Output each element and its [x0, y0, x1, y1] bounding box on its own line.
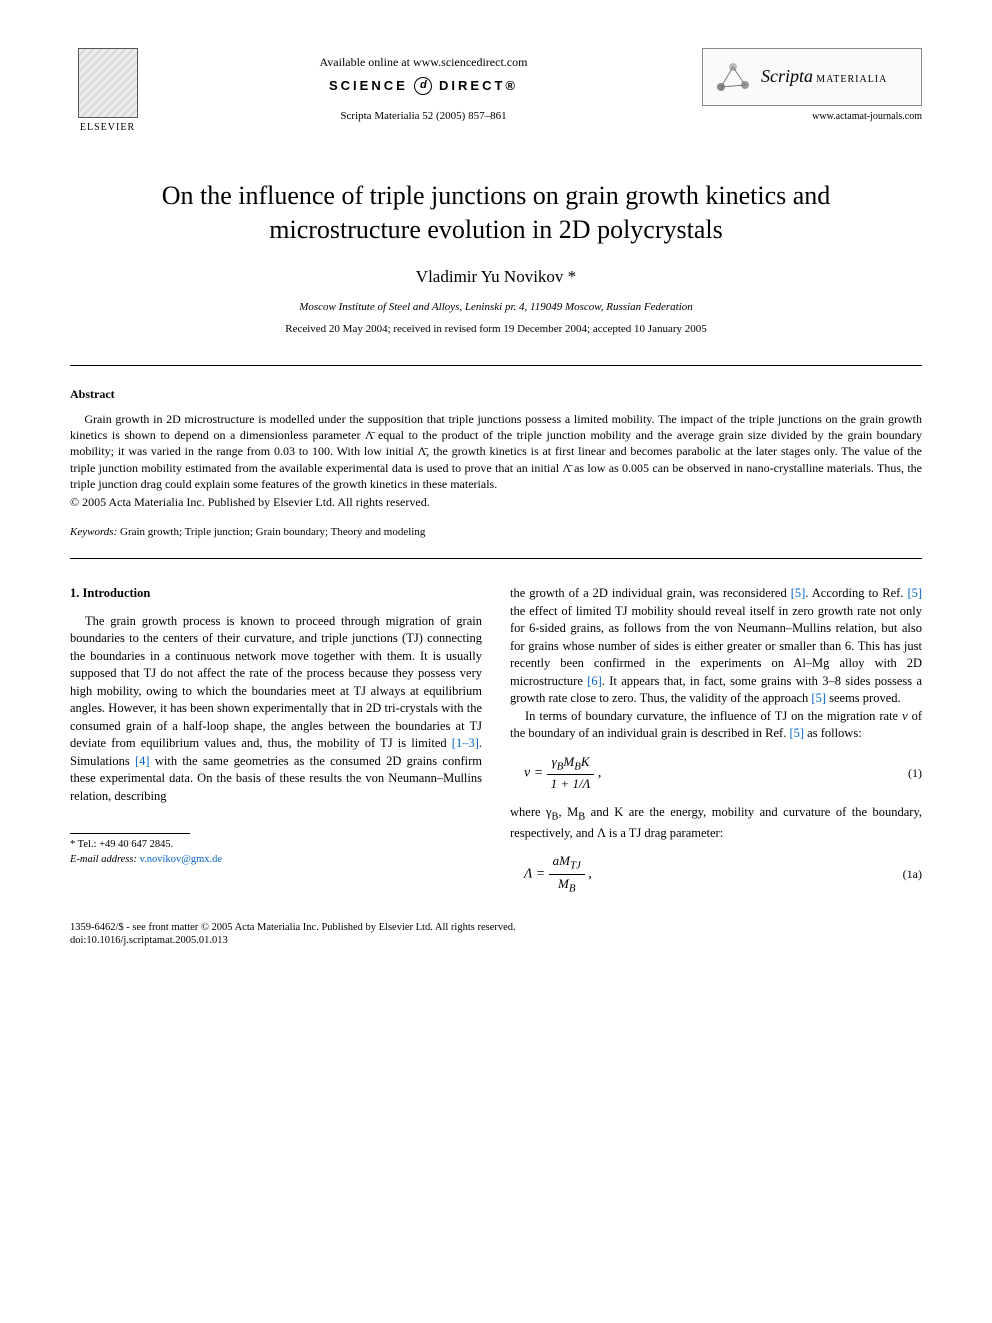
equation-1a-body: Λ = aMTJMB , [510, 852, 903, 897]
doi-line: doi:10.1016/j.scriptamat.2005.01.013 [70, 934, 922, 948]
journal-title: Scripta MATERIALIA [761, 64, 887, 89]
footnote-separator [70, 833, 190, 834]
front-matter-line: 1359-6462/$ - see front matter © 2005 Ac… [70, 921, 922, 935]
section-1-heading: 1. Introduction [70, 585, 482, 603]
left-column: 1. Introduction The grain growth process… [70, 585, 482, 907]
intro-para-3: In terms of boundary curvature, the infl… [510, 708, 922, 743]
ref-link-1-3[interactable]: [1–3] [452, 736, 479, 750]
abstract-text: Grain growth in 2D microstructure is mod… [70, 411, 922, 492]
intro-para-4: where γB, MB and K are the energy, mobil… [510, 804, 922, 843]
ref-link-6[interactable]: [6] [587, 674, 602, 688]
equation-1-number: (1) [908, 765, 922, 782]
sd-suffix: DIRECT® [439, 78, 518, 93]
ref-link-5b[interactable]: [5] [907, 586, 922, 600]
article-dates: Received 20 May 2004; received in revise… [70, 322, 922, 337]
journal-name: Scripta [761, 66, 813, 86]
footnote-email: E-mail address: v.novikov@gmx.de [70, 853, 482, 868]
author: Vladimir Yu Novikov * [70, 265, 922, 289]
equation-1-body: v = γBMBK1 + 1/Λ , [510, 753, 908, 794]
bottom-meta: 1359-6462/$ - see front matter © 2005 Ac… [70, 921, 922, 948]
journal-block: Scripta MATERIALIA www.actamat-journals.… [702, 48, 922, 124]
equation-1a: Λ = aMTJMB , (1a) [510, 852, 922, 897]
abstract-section: Abstract Grain growth in 2D microstructu… [70, 386, 922, 511]
at-icon: d [414, 77, 432, 95]
publisher-block: ELSEVIER [70, 48, 145, 135]
equation-1: v = γBMBK1 + 1/Λ , (1) [510, 753, 922, 794]
keywords-text: Grain growth; Triple junction; Grain bou… [117, 526, 425, 538]
ref-link-5d[interactable]: [5] [789, 726, 804, 740]
rule-bottom [70, 558, 922, 559]
elsevier-tree-icon [78, 48, 138, 118]
intro-para-2: the growth of a 2D individual grain, was… [510, 585, 922, 708]
publisher-name: ELSEVIER [80, 121, 135, 135]
email-link[interactable]: v.novikov@gmx.de [140, 854, 222, 865]
affiliation: Moscow Institute of Steel and Alloys, Le… [70, 300, 922, 315]
abstract-heading: Abstract [70, 386, 922, 403]
ref-link-5a[interactable]: [5] [791, 586, 806, 600]
right-column: the growth of a 2D individual grain, was… [510, 585, 922, 907]
keywords-label: Keywords: [70, 526, 117, 538]
center-header: Available online at www.sciencedirect.co… [145, 48, 702, 125]
footnote: * Tel.: +49 40 647 2845. E-mail address:… [70, 838, 482, 867]
journal-molecule-icon [713, 57, 753, 97]
journal-subname: MATERIALIA [816, 74, 887, 85]
citation: Scripta Materialia 52 (2005) 857–861 [145, 109, 702, 124]
abstract-copyright: © 2005 Acta Materialia Inc. Published by… [70, 494, 922, 511]
journal-logo-box: Scripta MATERIALIA [702, 48, 922, 106]
rule-top [70, 365, 922, 366]
article-title: On the influence of triple junctions on … [110, 179, 882, 247]
sciencedirect-logo: SCIENCE d DIRECT® [145, 77, 702, 96]
body-columns: 1. Introduction The grain growth process… [70, 585, 922, 907]
equation-1a-number: (1a) [903, 866, 922, 883]
journal-url: www.actamat-journals.com [702, 110, 922, 124]
ref-link-4[interactable]: [4] [135, 754, 150, 768]
header: ELSEVIER Available online at www.science… [70, 48, 922, 135]
keywords: Keywords: Grain growth; Triple junction;… [70, 525, 922, 540]
ref-link-5c[interactable]: [5] [811, 691, 826, 705]
sd-prefix: SCIENCE [329, 78, 408, 93]
intro-para-1: The grain growth process is known to pro… [70, 613, 482, 806]
footnote-tel: * Tel.: +49 40 647 2845. [70, 838, 482, 853]
available-online-text: Available online at www.sciencedirect.co… [145, 54, 702, 71]
